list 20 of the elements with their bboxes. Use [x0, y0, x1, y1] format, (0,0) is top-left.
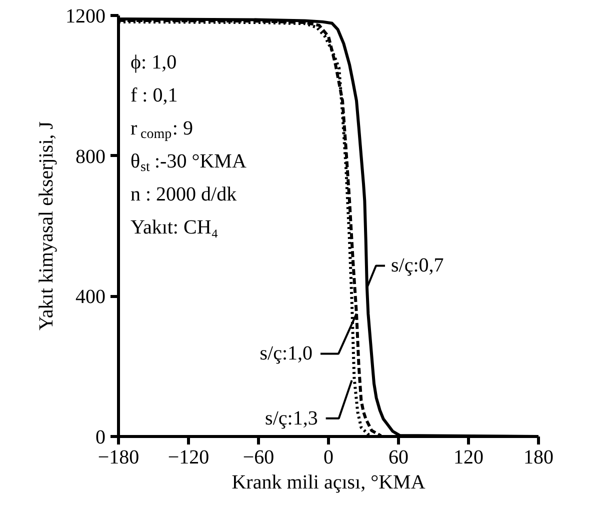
annotation: s/ç:1,0 [260, 342, 313, 365]
x-tick-label: 180 [524, 446, 554, 468]
y-tick-label: 1200 [66, 6, 106, 28]
y-tick-label: 400 [76, 286, 106, 308]
annotation: Yakıt: CH₄ [130, 216, 218, 238]
annotation: ϕ: 1,0 [130, 52, 177, 74]
x-tick-label: −60 [242, 446, 274, 468]
x-tick-label: −180 [98, 446, 140, 468]
x-axis-title: Krank mili açısı, °KMA [232, 472, 426, 494]
annotation: n : 2000 d/dk [130, 184, 237, 206]
y-tick-label: 800 [76, 146, 106, 168]
y-tick-label: 0 [96, 426, 106, 448]
x-tick-label: 60 [388, 446, 408, 468]
annotation: f : 0,1 [130, 84, 178, 106]
y-axis-title: Yakıt kimyasal ekserjisi, J [36, 121, 58, 331]
x-tick-label: −120 [168, 446, 210, 468]
annotation: s/ç:1,3 [265, 407, 318, 430]
x-tick-label: 0 [324, 446, 334, 468]
annotation: s/ç:0,7 [391, 254, 444, 277]
x-tick-label: 120 [454, 446, 484, 468]
